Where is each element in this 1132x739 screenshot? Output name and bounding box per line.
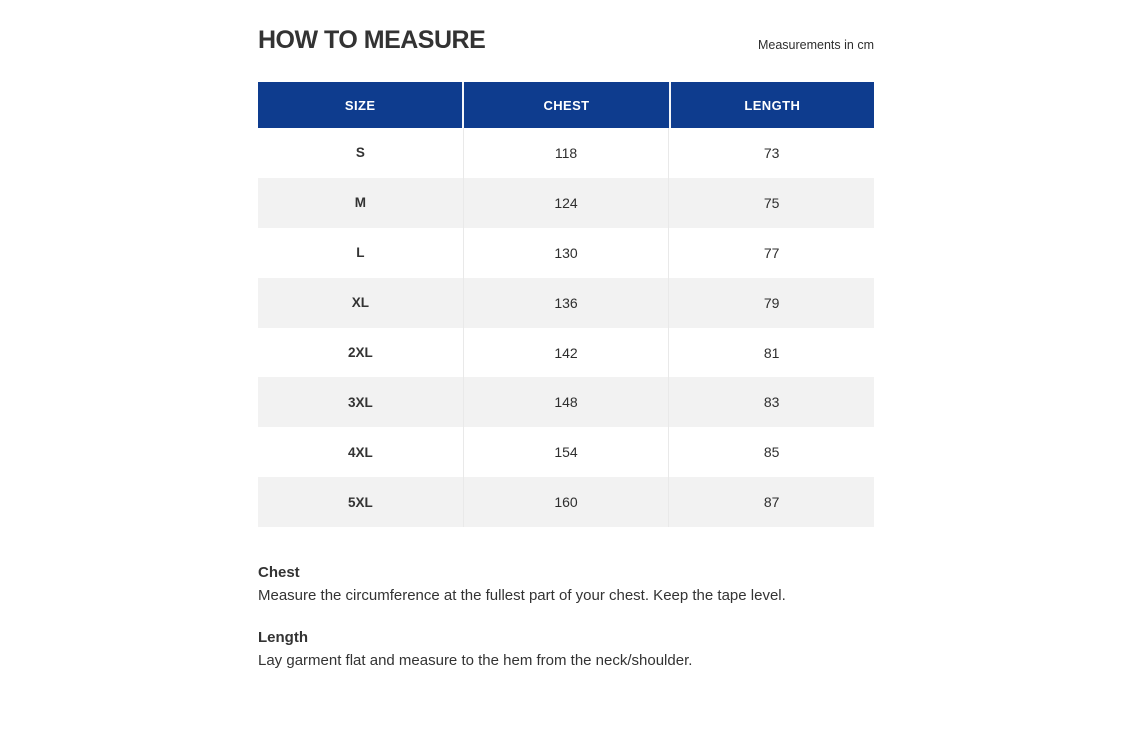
length-instructions: Length Lay garment flat and measure to t…	[258, 626, 1018, 672]
length-instructions-text: Lay garment flat and measure to the hem …	[258, 652, 693, 669]
row-length-value: 83	[668, 377, 874, 428]
page-title: HOW TO MEASURE	[258, 26, 486, 54]
row-size-label: M	[354, 195, 366, 211]
row-length-value: 75	[668, 177, 874, 228]
table-row: L 130 77	[258, 227, 874, 278]
row-chest-value: 130	[462, 227, 669, 278]
chest-instructions-heading: Chest	[258, 564, 300, 581]
row-size-label: 4XL	[347, 444, 373, 460]
table-row: S 118 73	[258, 128, 874, 178]
row-length-value: 85	[668, 427, 874, 478]
row-size-label: L	[356, 245, 365, 261]
row-chest-value: 118	[462, 128, 669, 178]
size-table-body: S 118 73 M 124 75 L 130 77 XL 136 79 2XL	[258, 128, 874, 528]
row-chest-value: 154	[462, 427, 669, 478]
row-length-value: 77	[668, 227, 874, 278]
row-size-label: S	[355, 145, 365, 161]
header-cell-size: SIZE	[344, 97, 376, 113]
measurements-unit-note: Measurements in cm	[757, 38, 874, 52]
row-size-label: XL	[351, 295, 369, 311]
table-row: 3XL 148 83	[258, 377, 874, 428]
row-chest-value: 136	[462, 277, 669, 328]
table-row: 4XL 154 85	[258, 427, 874, 478]
row-chest-value: 142	[462, 327, 669, 378]
table-row: 5XL 160 87	[258, 477, 874, 528]
table-row: XL 136 79	[258, 277, 874, 328]
row-length-value: 87	[668, 477, 874, 528]
row-length-value: 81	[668, 327, 874, 378]
header-cell-length: LENGTH	[668, 82, 874, 128]
chest-instructions-text: Measure the circumference at the fullest…	[258, 587, 786, 604]
row-length-value: 73	[668, 128, 874, 178]
table-row: 2XL 142 81	[258, 327, 874, 378]
table-row: M 124 75	[258, 177, 874, 228]
row-size-label: 2XL	[347, 345, 373, 360]
size-table-header: SIZE CHEST LENGTH	[258, 82, 874, 128]
row-chest-value: 124	[462, 177, 669, 228]
chest-instructions: Chest Measure the circumference at the f…	[258, 561, 1018, 607]
row-chest-value: 148	[462, 377, 669, 428]
row-chest-value: 160	[462, 477, 669, 528]
size-table: SIZE CHEST LENGTH S 118 73 M 124 75 L 13…	[258, 82, 874, 528]
length-instructions-heading: Length	[258, 629, 308, 646]
header-cell-chest: CHEST	[462, 82, 668, 128]
row-length-value: 79	[668, 277, 874, 328]
row-size-label: 5XL	[347, 494, 373, 510]
row-size-label: 3XL	[347, 394, 373, 410]
